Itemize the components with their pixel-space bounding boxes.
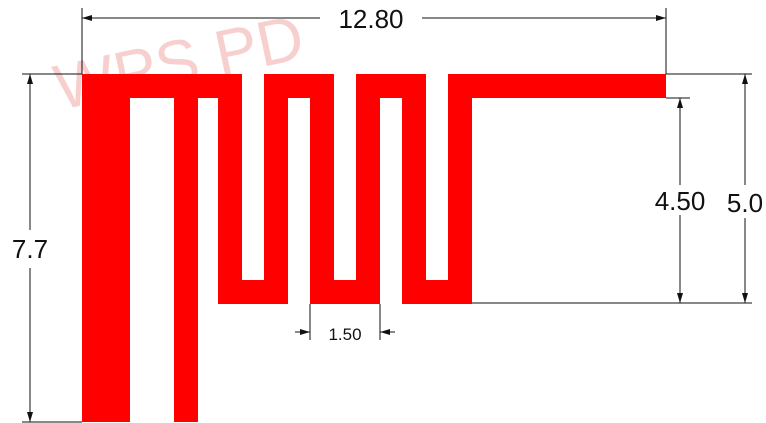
trace-meander-leg-1: [218, 74, 242, 304]
arrow-height-top: [27, 74, 33, 84]
antenna-top-connectors: [82, 74, 666, 98]
notch-2: [334, 74, 356, 98]
trace-meander-leg-3: [310, 74, 334, 304]
connector-left: [82, 74, 242, 98]
gap-top-3: [288, 98, 310, 304]
arrow-gap-right: [380, 329, 390, 335]
gap-top-1: [198, 98, 218, 422]
dim-label-meander-height: 4.50: [655, 186, 706, 216]
arrow-gap-left: [300, 329, 310, 335]
gap-top-6: [426, 74, 448, 280]
top-notches: [242, 74, 448, 98]
trace-meander-leg-6: [448, 74, 472, 304]
connector-mid-2: [356, 74, 426, 98]
connector-mid-1: [264, 74, 334, 98]
gap-top-5: [380, 98, 402, 304]
dim-label-overall-width: 12.80: [338, 4, 403, 34]
arrow-meander-bottom: [677, 293, 683, 303]
gap-top-4: [334, 74, 356, 280]
dim-label-right-height: 5.0: [727, 188, 763, 218]
gap-left: [130, 98, 174, 422]
dim-label-slot-gap: 1.50: [328, 325, 361, 344]
notch-1: [242, 74, 264, 98]
connector-right: [448, 74, 666, 98]
arrow-meander-top: [677, 98, 683, 108]
arrow-width-right: [656, 15, 666, 21]
dim-label-overall-height: 7.7: [12, 234, 48, 264]
notch-3: [426, 74, 448, 98]
arrow-height-bottom: [27, 412, 33, 422]
arrow-right-bottom: [742, 293, 748, 303]
gap-top-2: [242, 74, 264, 280]
trace-meander-leg-2: [264, 74, 288, 304]
trace-left-wide-leg: [82, 74, 130, 422]
meander-gaps: [130, 74, 448, 422]
trace-meander-leg-5: [402, 74, 426, 304]
arrow-width-left: [82, 15, 92, 21]
dimension-arrows: [27, 15, 748, 422]
trace-meander-leg-4: [356, 74, 380, 304]
trace-left-narrow-leg: [174, 74, 198, 422]
arrow-right-top: [742, 74, 748, 84]
